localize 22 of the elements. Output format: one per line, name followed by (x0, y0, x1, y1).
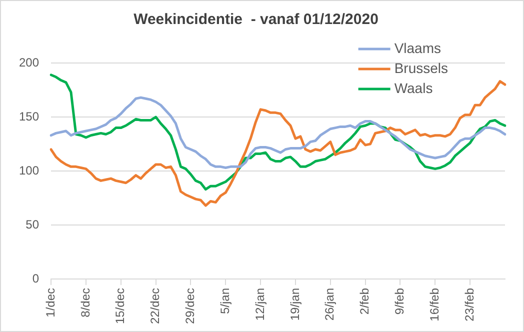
legend-label: Waals (394, 80, 433, 96)
x-tick-label: 16/feb (427, 288, 442, 322)
legend-label: Brussels (394, 60, 448, 76)
x-tick-label: 22/dec (148, 288, 162, 324)
x-tick-label: 1/dec (43, 288, 58, 318)
x-tick-label: 9/feb (392, 288, 407, 315)
x-tick-label: 8/dec (78, 288, 92, 318)
y-tick-label: 100 (18, 163, 40, 178)
chart-title: Weekincidentie - vanaf 01/12/2020 (134, 11, 378, 28)
y-tick-label: 150 (18, 109, 40, 124)
x-tick-label: 26/jan (322, 288, 337, 321)
x-tick-label: 19/jan (288, 288, 302, 321)
x-tick-label: 12/jan (252, 288, 267, 321)
x-tick-label: 15/dec (113, 288, 128, 324)
x-tick-label: 29/dec (183, 288, 198, 324)
x-tick-label: 2/feb (358, 288, 372, 315)
x-tick-label: 5/jan (218, 288, 232, 314)
y-tick-label: 200 (18, 55, 40, 70)
y-tick-label: 0 (32, 271, 40, 286)
legend-label: Vlaams (394, 40, 442, 56)
y-tick-label: 50 (26, 217, 40, 232)
x-tick-label: 23/feb (462, 288, 476, 322)
